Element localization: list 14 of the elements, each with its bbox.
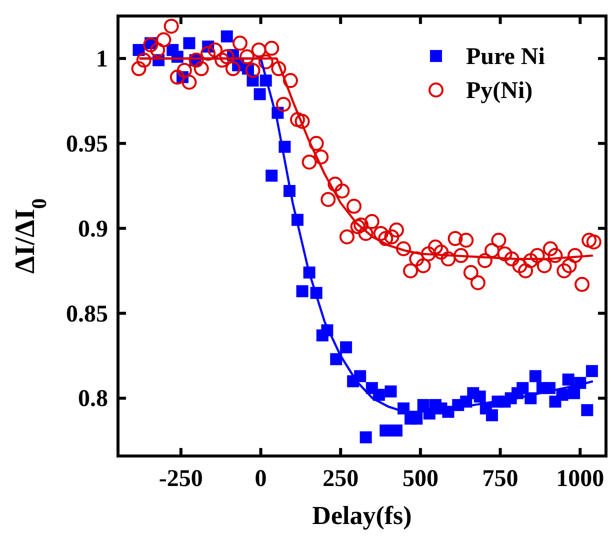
legend-label: Pure Ni <box>466 44 546 70</box>
y-tick-label: 0.85 <box>66 301 108 328</box>
y-tick-label: 1 <box>96 46 108 72</box>
y-tick-label: 0.9 <box>78 216 108 242</box>
legend-label: Py(Ni) <box>466 78 533 104</box>
x-tick-label: 0 <box>254 466 267 492</box>
x-tick-label: 1000 <box>556 466 604 492</box>
x-tick-label: 500 <box>402 466 438 492</box>
x-tick-label: 250 <box>322 466 359 492</box>
x-axis-title: Delay(fs) <box>312 501 412 530</box>
x-tick-label: -250 <box>158 466 203 492</box>
x-tick-label: 750 <box>482 466 518 492</box>
y-tick-label: 0.95 <box>66 131 108 158</box>
y-tick-label: 0.8 <box>78 386 108 412</box>
